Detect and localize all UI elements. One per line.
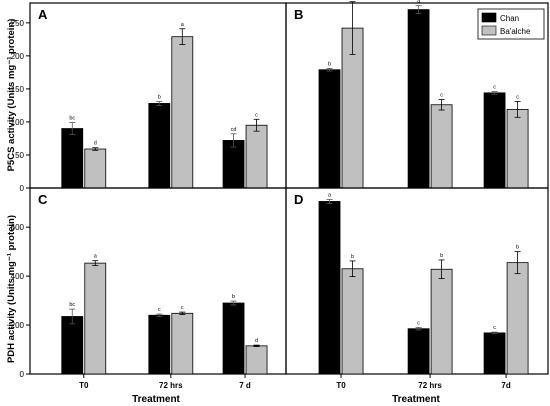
xlabel-right: Treatment (392, 394, 440, 405)
y-tick-label: 200 (11, 321, 25, 330)
panel-letter: B (294, 7, 303, 22)
significance-letter: a (417, 0, 421, 5)
y-tick-label: 100 (11, 118, 25, 127)
significance-letter: c (493, 85, 496, 91)
significance-letter: d (94, 141, 97, 147)
significance-letter: a (181, 22, 185, 28)
significance-letter: c (181, 305, 184, 311)
bar (61, 128, 84, 189)
panel-c: C 0 200 400 600 T0 bc a 72 hrs c c 7 d b d (11, 187, 287, 390)
x-tick-label: 7d (501, 381, 510, 390)
significance-letter: c (440, 92, 443, 98)
legend: Chan Ba'alche (477, 8, 545, 40)
x-tick-label: T0 (336, 381, 346, 390)
significance-letter: c (158, 307, 161, 313)
significance-letter: b (158, 94, 161, 100)
bar (84, 262, 107, 375)
significance-letter: a (328, 193, 332, 199)
y-tick-label: 150 (11, 85, 25, 94)
significance-letter: b (232, 294, 235, 300)
bar (506, 108, 529, 189)
panel-b: Bb a a c c c (285, 0, 549, 189)
bar (483, 332, 506, 375)
bar (148, 103, 171, 189)
bar (148, 314, 171, 375)
ylabel-bottom: PDH activity (Units mg⁻¹ protein) (6, 215, 17, 363)
legend-label: Chan (500, 14, 519, 23)
bar (245, 345, 268, 375)
significance-letter: c (255, 112, 258, 118)
panel-a: A 0 50 100 150 200 250 bc d b a cd c (11, 2, 287, 193)
bar (245, 124, 268, 189)
bar (318, 201, 341, 375)
bar (318, 69, 341, 189)
significance-letter: a (351, 0, 355, 1)
significance-letter: bc (69, 302, 75, 308)
x-tick-label: T0 (79, 381, 89, 390)
panel-letter: C (38, 192, 48, 207)
significance-letter: b (328, 61, 331, 67)
x-tick-label: 7 d (239, 381, 251, 390)
bar (171, 312, 194, 375)
bar (430, 268, 453, 375)
bar (171, 36, 194, 189)
significance-letter: cd (231, 127, 237, 133)
x-tick-label: 72 hrs (159, 381, 183, 390)
bar (430, 104, 453, 189)
bar (506, 262, 529, 375)
y-tick-label: 50 (15, 151, 24, 160)
y-tick-label: 400 (11, 272, 25, 281)
x-tick-label: 72 hrs (418, 381, 442, 390)
ylabel-top: P5CS activity (Units mg⁻¹ protein) (6, 19, 17, 172)
xlabel: Treatment (132, 394, 180, 405)
significance-letter: bc (69, 116, 75, 122)
panel-d: D T0 a b 72 hrs c b 7d c b (285, 187, 549, 390)
bar (222, 302, 245, 375)
bar (61, 316, 84, 375)
panel-letter: D (294, 192, 303, 207)
y-tick-label: 250 (11, 19, 25, 28)
significance-letter: b (351, 254, 354, 260)
bar (222, 140, 245, 189)
bar (341, 268, 364, 375)
significance-letter: c (417, 321, 420, 327)
significance-letter: a (94, 254, 98, 260)
bar (84, 148, 107, 189)
bar (407, 9, 430, 189)
y-tick-label: 0 (20, 370, 25, 379)
bar (483, 92, 506, 189)
y-tick-label: 600 (11, 223, 25, 232)
legend-swatch (481, 12, 497, 23)
significance-letter: c (516, 94, 519, 100)
legend-label: Ba'alche (500, 27, 531, 36)
significance-letter: c (493, 325, 496, 331)
y-tick-label: 0 (20, 184, 25, 193)
legend-swatch (481, 25, 497, 36)
significance-letter: b (516, 245, 519, 251)
y-tick-label: 200 (11, 52, 25, 61)
significance-letter: d (255, 338, 258, 344)
bar (407, 328, 430, 375)
panel-letter: A (38, 7, 48, 22)
significance-letter: b (440, 253, 443, 259)
